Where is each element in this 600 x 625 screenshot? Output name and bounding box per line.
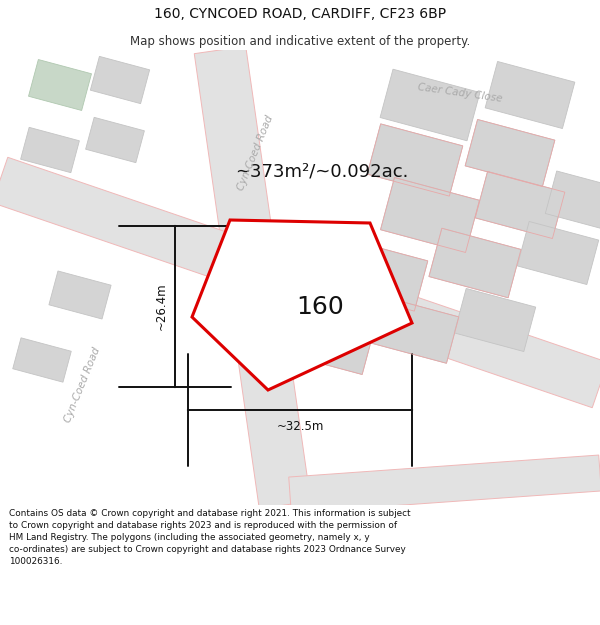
Polygon shape xyxy=(289,455,600,513)
Polygon shape xyxy=(380,69,480,141)
Text: ~32.5m: ~32.5m xyxy=(277,419,323,432)
Text: Cyn-Coed Road: Cyn-Coed Road xyxy=(235,114,275,192)
Polygon shape xyxy=(380,177,479,252)
Polygon shape xyxy=(29,59,91,111)
Text: Contains OS data © Crown copyright and database right 2021. This information is : Contains OS data © Crown copyright and d… xyxy=(9,509,410,566)
Polygon shape xyxy=(192,220,412,390)
Polygon shape xyxy=(485,61,575,129)
Text: 160: 160 xyxy=(296,295,344,319)
Polygon shape xyxy=(465,119,555,186)
Polygon shape xyxy=(371,297,459,363)
Text: 160, CYNCOED ROAD, CARDIFF, CF23 6BP: 160, CYNCOED ROAD, CARDIFF, CF23 6BP xyxy=(154,6,446,21)
Polygon shape xyxy=(0,158,600,408)
Text: Map shows position and indicative extent of the property.: Map shows position and indicative extent… xyxy=(130,34,470,48)
Polygon shape xyxy=(367,124,463,196)
Polygon shape xyxy=(91,56,149,104)
Text: Caer Cady Close: Caer Cady Close xyxy=(417,82,503,104)
Polygon shape xyxy=(20,127,79,172)
Polygon shape xyxy=(194,46,311,509)
Polygon shape xyxy=(545,171,600,229)
Text: ~373m²/~0.092ac.: ~373m²/~0.092ac. xyxy=(235,163,409,181)
Text: ~26.4m: ~26.4m xyxy=(155,282,167,330)
Polygon shape xyxy=(429,228,521,298)
Polygon shape xyxy=(285,306,375,374)
Polygon shape xyxy=(332,239,428,311)
Polygon shape xyxy=(454,289,536,351)
Text: Cyn-Coed Road: Cyn-Coed Road xyxy=(62,346,101,424)
Polygon shape xyxy=(49,271,111,319)
Polygon shape xyxy=(13,338,71,382)
Polygon shape xyxy=(475,171,565,239)
Polygon shape xyxy=(86,118,145,162)
Polygon shape xyxy=(517,221,599,284)
